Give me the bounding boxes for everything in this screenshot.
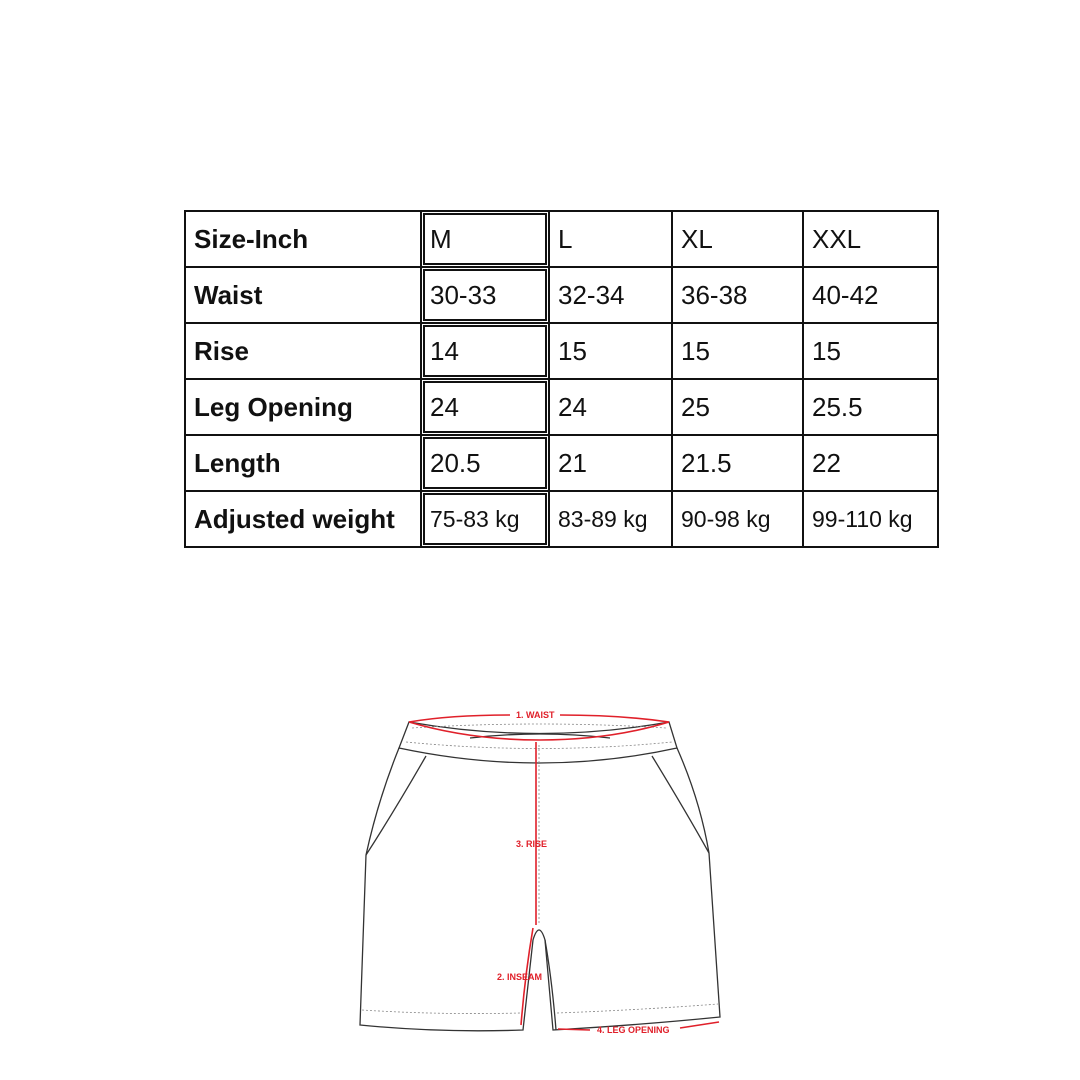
table-cell: 15 bbox=[548, 322, 673, 380]
table-row: Leg Opening 24 24 25 25.5 bbox=[184, 378, 939, 436]
table-row: Length 20.5 21 21.5 22 bbox=[184, 434, 939, 492]
measurement-arrows bbox=[408, 714, 720, 1031]
row-label: Rise bbox=[184, 322, 422, 380]
header-cell: M bbox=[420, 210, 550, 268]
row-label: Waist bbox=[184, 266, 422, 324]
table-cell: 32-34 bbox=[548, 266, 673, 324]
table-cell: 21 bbox=[548, 434, 673, 492]
table-cell: 30-33 bbox=[420, 266, 550, 324]
table-row: Rise 14 15 15 15 bbox=[184, 322, 939, 380]
waist-label: 1. WAIST bbox=[516, 710, 555, 720]
table-cell: 22 bbox=[802, 434, 939, 492]
size-chart-table: Size-Inch M L XL XXL Waist 30-33 32-34 3… bbox=[184, 210, 939, 548]
row-label: Leg Opening bbox=[184, 378, 422, 436]
table-cell: 21.5 bbox=[671, 434, 804, 492]
table-cell: 83-89 kg bbox=[548, 490, 673, 548]
table-cell: 25 bbox=[671, 378, 804, 436]
table-row: Waist 30-33 32-34 36-38 40-42 bbox=[184, 266, 939, 324]
table-cell: 40-42 bbox=[802, 266, 939, 324]
row-label: Length bbox=[184, 434, 422, 492]
header-cell: L bbox=[548, 210, 673, 268]
inseam-label: 2. INSEAM bbox=[497, 972, 542, 982]
stitch-lines bbox=[361, 723, 719, 1014]
table-cell: 20.5 bbox=[420, 434, 550, 492]
row-label: Adjusted weight bbox=[184, 490, 422, 548]
table-cell: 99-110 kg bbox=[802, 490, 939, 548]
table-row: Adjusted weight 75-83 kg 83-89 kg 90-98 … bbox=[184, 490, 939, 548]
header-cell: XL bbox=[671, 210, 804, 268]
table-cell: 90-98 kg bbox=[671, 490, 804, 548]
table-cell: 24 bbox=[548, 378, 673, 436]
rise-label: 3. RISE bbox=[516, 839, 547, 849]
table-cell: 36-38 bbox=[671, 266, 804, 324]
header-cell: Size-Inch bbox=[184, 210, 422, 268]
leg-opening-label: 4. LEG OPENING bbox=[597, 1025, 670, 1035]
shorts-outline bbox=[359, 721, 721, 1032]
table-cell: 14 bbox=[420, 322, 550, 380]
table-cell: 15 bbox=[802, 322, 939, 380]
table-cell: 15 bbox=[671, 322, 804, 380]
table-header-row: Size-Inch M L XL XXL bbox=[184, 210, 939, 268]
table-cell: 24 bbox=[420, 378, 550, 436]
table-cell: 25.5 bbox=[802, 378, 939, 436]
header-cell: XXL bbox=[802, 210, 939, 268]
table-cell: 75-83 kg bbox=[420, 490, 550, 548]
